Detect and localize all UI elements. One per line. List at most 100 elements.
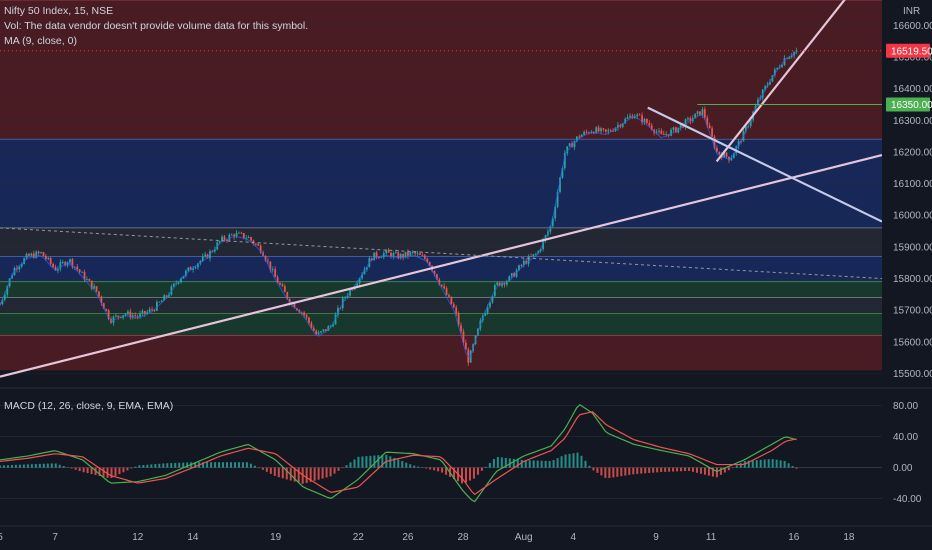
candle-body — [259, 245, 262, 253]
macd-histogram-bar — [321, 467, 324, 479]
macd-histogram-bar — [146, 464, 149, 468]
macd-histogram-bar — [520, 459, 523, 468]
trendline-channel_breakout[interactable] — [715, 0, 855, 163]
macd-histogram-bar — [429, 467, 432, 470]
macd-histogram-bar — [425, 467, 428, 469]
macd-tick-label: 40.00 — [893, 432, 918, 443]
ma-indicator-label[interactable]: MA (9, close, 0) — [4, 35, 77, 47]
macd-histogram-bar — [707, 467, 710, 476]
volume-notice: Vol: The data vendor doesn't provide vol… — [4, 20, 309, 32]
macd-histogram-bar — [480, 467, 483, 471]
macd-histogram-bar — [755, 460, 758, 468]
trendline-ascending_support[interactable] — [0, 154, 883, 378]
price-tick-label: 15500.00 — [893, 369, 932, 380]
candle-body — [450, 296, 453, 305]
candle-body — [607, 130, 610, 132]
macd-histogram-bar — [269, 467, 272, 474]
macd-histogram-bar — [791, 465, 794, 468]
macd-histogram-bar — [464, 467, 467, 483]
candle-body — [573, 141, 576, 148]
candle-body — [568, 143, 571, 147]
candle-body — [32, 253, 35, 258]
candle-body — [324, 329, 327, 331]
macd-histogram-bar — [365, 456, 368, 468]
price-tick-label: 15800.00 — [893, 274, 932, 285]
macd-histogram-bar — [636, 467, 639, 474]
candle-body — [638, 114, 641, 116]
candle-body — [730, 158, 733, 161]
macd-histogram-bar — [648, 467, 651, 473]
candle-body — [283, 286, 286, 293]
candle-body — [650, 125, 653, 130]
macd-histogram-bar — [572, 453, 575, 468]
price-tick-label: 15900.00 — [893, 242, 932, 253]
candle-body — [604, 129, 607, 132]
candle-body — [518, 265, 520, 271]
candle-body — [146, 311, 149, 314]
candle-body — [267, 260, 269, 262]
macd-histogram-bar — [106, 467, 109, 478]
macd-histogram-bar — [86, 467, 89, 474]
price-badge[interactable] — [886, 97, 930, 112]
candle-body — [554, 206, 557, 219]
candle-body — [629, 115, 631, 118]
macd-histogram-bar — [771, 459, 774, 468]
candle-body — [172, 283, 175, 287]
candle-body — [559, 177, 561, 192]
macd-histogram-bar — [2, 465, 5, 468]
candle-body — [30, 253, 33, 256]
macd-histogram-bar — [504, 457, 507, 468]
candle-body — [136, 316, 139, 318]
time-tick-label: 7 — [52, 532, 58, 543]
macd-indicator-label[interactable]: MACD (12, 26, close, 9, EMA, EMA) — [4, 400, 174, 412]
macd-histogram-bar — [692, 467, 695, 472]
candle-body — [168, 294, 170, 297]
candle-body — [247, 237, 250, 239]
candle-body — [235, 232, 238, 237]
candle-body — [187, 267, 190, 271]
candle-body — [426, 258, 429, 263]
macd-histogram-bar — [253, 465, 256, 468]
time-tick-label: 9 — [653, 532, 659, 543]
macd-histogram-bar — [676, 467, 679, 472]
macd-histogram-bar — [413, 465, 416, 468]
candle-body — [687, 118, 689, 120]
macd-histogram-bar — [684, 467, 687, 472]
candle-body — [100, 296, 103, 304]
candle-body — [621, 123, 624, 127]
macd-histogram-bar — [150, 464, 153, 468]
macd-histogram-bar — [62, 466, 65, 468]
price-badge[interactable] — [886, 43, 930, 58]
currency-label: INR — [903, 6, 920, 17]
time-tick-label: 28 — [457, 532, 469, 543]
macd-histogram-bar — [747, 460, 750, 468]
macd-histogram-bar — [22, 464, 25, 468]
candle-body — [399, 254, 402, 259]
candle-body — [163, 295, 166, 301]
candle-body — [723, 152, 726, 158]
macd-line — [0, 403, 797, 503]
candle-body — [317, 332, 320, 335]
candle-body — [315, 330, 318, 335]
macd-histogram-bar — [628, 467, 631, 475]
macd-histogram-bar — [461, 467, 464, 484]
time-tick-label: 4 — [571, 532, 577, 543]
macd-histogram-bar — [233, 462, 236, 468]
time-tick-label: 26 — [402, 532, 414, 543]
price-tick-label: 16400.00 — [893, 84, 932, 95]
trendline-descending[interactable] — [647, 106, 883, 223]
time-tick-label: 16 — [788, 532, 800, 543]
candle-body — [197, 263, 199, 268]
candle-body — [242, 233, 245, 239]
candle-body — [670, 129, 672, 136]
macd-histogram-bar — [763, 459, 766, 468]
candle-body — [532, 254, 535, 257]
zone-green — [0, 313, 882, 336]
macd-histogram-bar — [588, 465, 591, 468]
time-tick-label: 5 — [0, 532, 3, 543]
macd-histogram-bar — [297, 467, 300, 483]
candle-body — [575, 136, 578, 142]
candle-body — [600, 128, 602, 132]
macd-histogram-bar — [381, 454, 384, 468]
